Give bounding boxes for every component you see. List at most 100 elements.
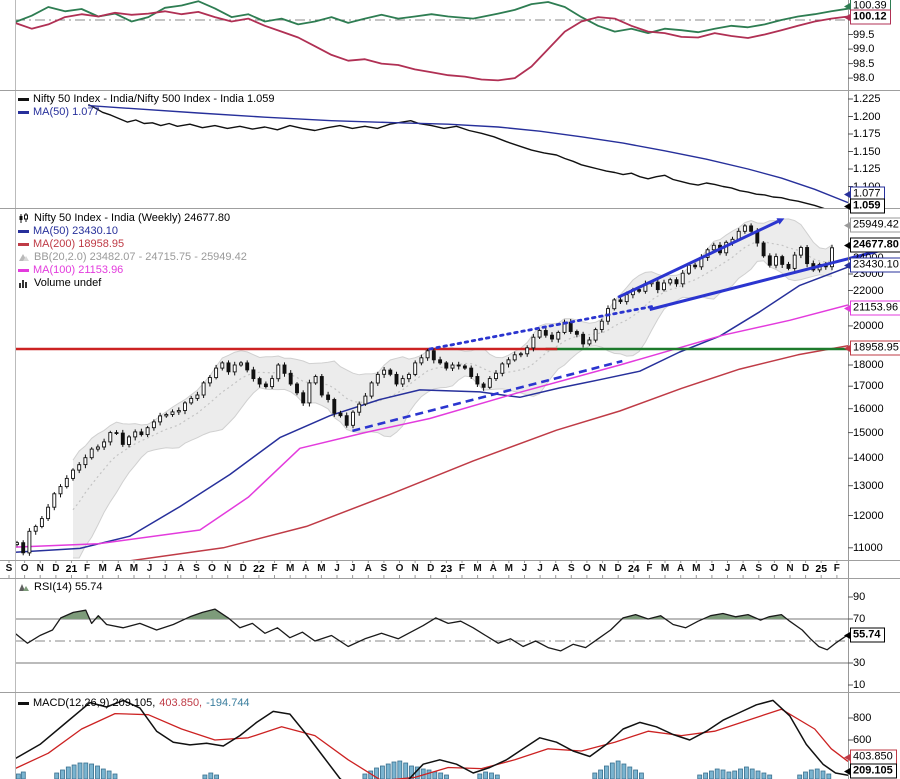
x-axis-month-label: D xyxy=(52,563,60,574)
price-panel-legend: Nifty 50 Index - India (Weekly) 24677.80… xyxy=(18,212,247,290)
y-axis-tick-ratio: 1.150 xyxy=(853,145,881,158)
ma100-row: MA(100) 21153.96 xyxy=(18,264,247,276)
x-axis-month-label: J xyxy=(709,563,715,574)
tag-arrow-icon xyxy=(844,753,851,761)
macd-hist-label: -194.744 xyxy=(206,697,250,709)
y-axis-tick-comparison: 98.0 xyxy=(853,72,875,85)
y-axis-tick-ratio: 1.175 xyxy=(853,128,881,140)
x-axis-month-label: M xyxy=(473,563,482,574)
rsi-title-row: RSI(14) 55.74 xyxy=(18,581,102,593)
value-tag-ratio: 1.059 xyxy=(844,198,885,214)
x-axis-month-label: S xyxy=(193,563,200,574)
x-axis-month-label: D xyxy=(239,563,247,574)
y-axis-tick-price: 16000 xyxy=(853,402,884,415)
value-tag-comparison: 100.12 xyxy=(844,9,891,25)
y-axis-tick-price: 13000 xyxy=(853,479,884,492)
y-axis-tick-ratio: 1.225 xyxy=(853,93,881,105)
ma100-label: MA(100) 21153.96 xyxy=(33,264,124,276)
line-swatch-icon xyxy=(18,268,29,272)
x-axis-month-label: M xyxy=(129,563,139,574)
x-axis-month-label: F xyxy=(458,563,466,574)
rsi-label: RSI(14) 55.74 xyxy=(34,581,103,593)
x-axis-month-label: A xyxy=(489,563,497,574)
ratio-ma-row: MA(50) 1.077 xyxy=(18,106,275,118)
y-axis-tick-rsi: 30 xyxy=(853,657,866,669)
candlestick-icon xyxy=(18,212,31,224)
x-axis-year-label: 25 xyxy=(815,563,828,575)
tag-arrow-icon xyxy=(844,2,851,10)
x-axis-month-label: O xyxy=(770,563,779,574)
line-swatch-icon xyxy=(18,701,29,705)
x-axis-month-label: S xyxy=(755,563,763,574)
y-axis-tick-price: 20000 xyxy=(853,319,884,332)
macd-signal-label: 403.850, xyxy=(159,697,203,709)
x-axis-month-label: M xyxy=(660,563,670,574)
y-axis-tick-price: 12000 xyxy=(853,509,884,522)
x-axis-month-label: J xyxy=(724,563,731,574)
y-axis-tick-price: 15000 xyxy=(853,426,884,439)
x-axis-month-label: A xyxy=(677,563,685,574)
x-axis-month-label: J xyxy=(521,563,528,574)
x-axis-month-label: M xyxy=(98,563,107,574)
x-axis-month-label: S xyxy=(567,563,575,574)
price-title: Nifty 50 Index - India (Weekly) 24677.80 xyxy=(34,212,231,224)
x-axis-month-label: O xyxy=(20,563,29,574)
macd-title-row: MACD(12,26,9) 209.105, 403.850, -194.744 xyxy=(18,697,250,709)
value-tag-price: 24677.80 xyxy=(844,237,900,253)
ratio-title: Nifty 50 Index - India/Nifty 500 Index -… xyxy=(33,93,275,105)
rsi-mountain-icon xyxy=(18,582,31,592)
y-axis-tick-rsi: 10 xyxy=(853,679,866,691)
line-swatch-icon xyxy=(18,97,29,101)
x-axis-month-label: F xyxy=(833,563,840,574)
volume-bars-icon xyxy=(18,278,31,288)
y-axis-tick-ratio: 1.125 xyxy=(853,163,881,175)
line-swatch-icon xyxy=(18,242,29,246)
x-axis-month-label: D xyxy=(614,563,622,574)
time-axis[interactable]: S O N D 21 F M A M J J A S O N D 22 F M A M J J A S O N D 23 F M A M J J A S… xyxy=(0,560,900,578)
rsi-panel-legend: RSI(14) 55.74 xyxy=(18,581,102,594)
volume-row: Volume undef xyxy=(18,277,247,289)
y-axis-tick-price: 14000 xyxy=(853,452,884,465)
x-axis-month-label: N xyxy=(411,563,419,574)
x-axis-month-label: N xyxy=(224,563,232,574)
value-tag-macd: 403.850 xyxy=(844,749,897,765)
tag-arrow-icon xyxy=(844,190,851,198)
x-axis-month-label: M xyxy=(317,563,326,574)
x-axis-month-label: A xyxy=(552,563,560,574)
ma200-row: MA(200) 18958.95 xyxy=(18,238,247,250)
bb-row: BB(20,2.0) 23482.07 - 24715.75 - 25949.4… xyxy=(18,251,247,263)
x-axis-month-label: M xyxy=(692,563,701,574)
y-axis-tick-rsi: 90 xyxy=(853,591,866,603)
volume-label: Volume undef xyxy=(34,277,102,289)
x-axis-year-label: 24 xyxy=(627,563,640,575)
ratio-ma-label: MA(50) 1.077 xyxy=(33,106,100,118)
x-axis-month-label: N xyxy=(786,563,794,574)
x-axis-month-label: O xyxy=(395,563,404,574)
tag-arrow-icon xyxy=(844,221,851,229)
value-tag-price: 25949.42 xyxy=(844,217,900,233)
value-tag-price: 18958.95 xyxy=(844,340,900,356)
macd-panel-legend: MACD(12,26,9) 209.105, 403.850, -194.744 xyxy=(18,697,250,710)
y-axis-tick-price: 18000 xyxy=(853,359,884,371)
x-axis-month-label: N xyxy=(36,563,44,574)
y-axis-tick-price: 22000 xyxy=(853,284,884,297)
x-axis-month-label: F xyxy=(271,563,278,574)
tag-arrow-icon xyxy=(844,344,851,352)
x-axis-month-label: A xyxy=(364,563,372,574)
x-axis-month-label: M xyxy=(285,563,295,574)
x-axis-month-label: O xyxy=(208,563,216,574)
y-axis-tick-macd: 800 xyxy=(853,712,872,724)
price-title-row: Nifty 50 Index - India (Weekly) 24677.80 xyxy=(18,212,247,224)
line-swatch-icon xyxy=(18,110,29,114)
x-axis-month-label: J xyxy=(334,563,340,574)
tag-arrow-icon xyxy=(844,202,851,210)
tag-arrow-icon xyxy=(844,13,851,21)
value-tag-price: 21153.96 xyxy=(844,300,900,316)
x-axis-month-label: D xyxy=(801,563,810,574)
x-axis-year-label: 21 xyxy=(65,563,78,575)
y-axis-tick-price: 11000 xyxy=(853,541,883,554)
x-axis-year-label: 22 xyxy=(253,563,265,575)
ma50-label: MA(50) 23430.10 xyxy=(33,225,118,237)
x-axis-month-label: S xyxy=(5,563,13,574)
